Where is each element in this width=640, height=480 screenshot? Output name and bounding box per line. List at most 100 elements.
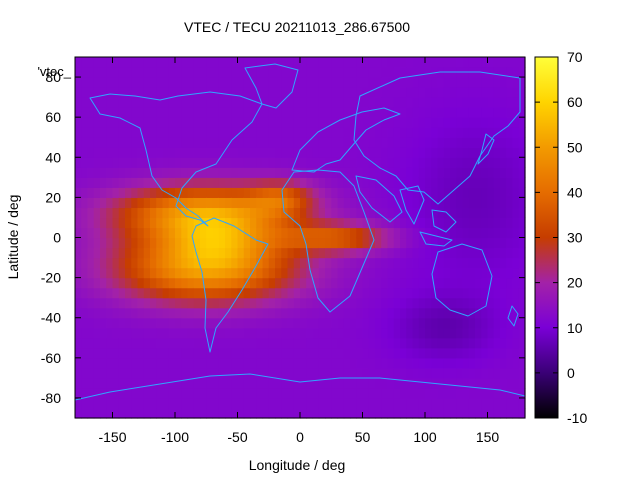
- heatmap-cell: [456, 107, 464, 118]
- heatmap-cell: [293, 347, 301, 359]
- heatmap-cell: [443, 147, 451, 158]
- heatmap-cell: [181, 217, 189, 229]
- heatmap-cell: [293, 227, 301, 239]
- heatmap-cell: [275, 327, 282, 339]
- heatmap-cell: [150, 267, 157, 279]
- heatmap-cell: [262, 337, 270, 349]
- heatmap-cell: [475, 387, 482, 399]
- heatmap-cell: [106, 77, 114, 88]
- heatmap-cell: [375, 297, 382, 309]
- heatmap-cell: [325, 187, 332, 198]
- heatmap-cell: [150, 387, 157, 399]
- heatmap-cell: [131, 167, 139, 178]
- heatmap-cell: [162, 267, 170, 279]
- heatmap-cell: [100, 247, 107, 259]
- heatmap-cell: [437, 187, 445, 198]
- heatmap-cell: [343, 327, 351, 339]
- heatmap-cell: [318, 367, 326, 379]
- heatmap-cell: [275, 207, 282, 219]
- heatmap-cell: [231, 287, 239, 299]
- heatmap-cell: [400, 217, 407, 229]
- heatmap-cell: [156, 197, 164, 209]
- heatmap-cell: [87, 137, 95, 148]
- heatmap-cell: [243, 407, 251, 419]
- heatmap-cell: [168, 147, 176, 158]
- heatmap-cell: [437, 217, 445, 229]
- heatmap-cell: [75, 77, 82, 88]
- heatmap-cell: [206, 377, 214, 389]
- heatmap-cell: [431, 277, 439, 289]
- heatmap-cell: [87, 397, 95, 409]
- heatmap-cell: [287, 327, 295, 339]
- heatmap-cell: [412, 167, 420, 178]
- heatmap-cell: [93, 337, 101, 349]
- heatmap-cell: [118, 67, 126, 78]
- heatmap-cell: [293, 357, 301, 369]
- heatmap-cell: [312, 367, 320, 379]
- heatmap-cell: [212, 257, 220, 269]
- heatmap-cell: [281, 377, 289, 389]
- heatmap-cell: [200, 157, 207, 168]
- heatmap-cell: [325, 327, 332, 339]
- heatmap-cell: [231, 347, 239, 359]
- heatmap-cell: [75, 317, 82, 329]
- heatmap-cell: [268, 117, 276, 128]
- heatmap-cell: [481, 117, 489, 128]
- heatmap-cell: [362, 337, 370, 349]
- heatmap-cell: [256, 377, 264, 389]
- heatmap-cell: [437, 57, 445, 68]
- heatmap-cell: [318, 287, 326, 299]
- heatmap-cell: [243, 237, 251, 249]
- heatmap-cell: [456, 57, 464, 68]
- heatmap-cell: [137, 67, 145, 78]
- heatmap-cell: [362, 297, 370, 309]
- heatmap-cell: [231, 237, 239, 249]
- heatmap-cell: [356, 357, 364, 369]
- heatmap-cell: [287, 167, 295, 178]
- heatmap-cell: [368, 317, 376, 329]
- heatmap-cell: [350, 167, 357, 178]
- heatmap-cell: [75, 247, 82, 259]
- heatmap-cell: [137, 207, 145, 219]
- heatmap-cell: [512, 317, 520, 329]
- heatmap-cell: [118, 177, 126, 188]
- heatmap-cell: [318, 347, 326, 359]
- heatmap-cell: [337, 157, 345, 168]
- heatmap-cell: [106, 217, 114, 229]
- heatmap-cell: [281, 57, 289, 68]
- heatmap-cell: [481, 167, 489, 178]
- heatmap-cell: [387, 227, 395, 239]
- heatmap-cell: [431, 227, 439, 239]
- heatmap-cell: [162, 77, 170, 88]
- heatmap-cell: [212, 357, 220, 369]
- heatmap-cell: [150, 207, 157, 219]
- heatmap-cell: [450, 107, 457, 118]
- heatmap-cell: [87, 117, 95, 128]
- heatmap-cell: [256, 167, 264, 178]
- heatmap-cell: [125, 97, 132, 108]
- heatmap-cell: [275, 77, 282, 88]
- heatmap-cell: [356, 197, 364, 209]
- heatmap-cell: [75, 357, 82, 369]
- heatmap-cell: [387, 237, 395, 249]
- heatmap-cell: [462, 377, 470, 389]
- heatmap-cell: [256, 67, 264, 78]
- heatmap-cell: [106, 137, 114, 148]
- heatmap-cell: [243, 147, 251, 158]
- heatmap-cell: [168, 407, 176, 419]
- heatmap-cell: [337, 397, 345, 409]
- heatmap-cell: [131, 107, 139, 118]
- heatmap-cell: [443, 227, 451, 239]
- heatmap-cell: [506, 67, 514, 78]
- heatmap-cell: [225, 257, 232, 269]
- heatmap-cell: [218, 137, 226, 148]
- heatmap-cell: [306, 237, 314, 249]
- heatmap-cell: [450, 167, 457, 178]
- heatmap-cell: [275, 97, 282, 108]
- heatmap-cell: [231, 147, 239, 158]
- heatmap-cell: [175, 317, 182, 329]
- heatmap-cell: [450, 267, 457, 279]
- heatmap-cell: [268, 187, 276, 198]
- heatmap-cell: [325, 67, 332, 78]
- heatmap-cell: [481, 207, 489, 219]
